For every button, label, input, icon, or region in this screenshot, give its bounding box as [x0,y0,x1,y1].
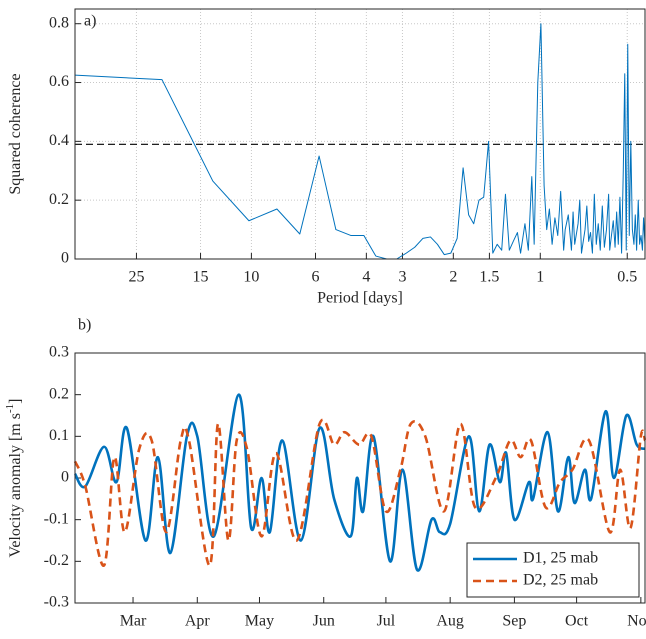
legend-label: D1, 25 mab [523,550,598,567]
plot-area [75,9,645,259]
y-tick-label: 0.1 [49,427,69,444]
y-axis-label-text: Velocity anomaly [m s [7,413,24,557]
y-axis-label-end: ] [7,399,24,404]
series-line [74,23,646,260]
panel-title: b) [78,317,91,334]
x-tick-label: 2 [449,269,457,286]
y-axis-label: Velocity anomaly [m s-1] [4,399,24,558]
x-tick-label: 6 [311,269,319,286]
legend-label: D2, 25 mab [523,572,598,589]
x-tick-label: 15 [193,269,209,286]
x-tick-label: Mar [120,613,147,630]
x-tick-label: 1 [536,269,544,286]
x-tick-label: Sep [502,613,526,630]
legend-box [466,542,640,598]
y-axis-label-text: Squared coherence [7,73,24,194]
y-tick-label: -0.3 [44,594,69,611]
y-tick-label: 0.6 [49,73,69,90]
x-tick-label: 0.5 [617,269,637,286]
y-tick-label: 0 [61,469,69,486]
plot-frame [74,8,646,260]
x-tick-label: Jun [313,613,335,630]
y-tick-label: 0.3 [49,344,69,361]
x-tick-label: 25 [128,269,144,286]
panel-title: a) [84,13,96,30]
y-axis-label-sup: -1 [4,404,16,413]
series-line [73,418,646,567]
x-tick-label: Oct [565,613,589,630]
plot-frame [74,352,646,604]
series-line [73,393,646,572]
x-axis-label: Period [days] [317,290,403,307]
x-tick-label: 3 [398,269,406,286]
y-tick-label: 0 [61,250,69,267]
y-tick-label: 0.8 [49,14,69,31]
x-tick-label: 10 [243,269,259,286]
y-tick-label: -0.2 [44,552,69,569]
x-tick-label: Nov [627,613,646,630]
x-tick-label: Aug [436,613,464,630]
x-tick-label: Apr [185,613,211,630]
y-tick-label: 0.2 [49,385,69,402]
y-tick-label: -0.1 [44,510,69,527]
y-tick-label: 0.2 [49,191,69,208]
x-tick-label: 1.5 [479,269,499,286]
x-tick-label: 4 [362,269,370,286]
x-tick-label: Jul [377,613,396,630]
y-tick-label: 0.4 [49,132,69,149]
x-tick-label: May [245,613,274,630]
y-axis-label: Squared coherence [7,73,24,194]
